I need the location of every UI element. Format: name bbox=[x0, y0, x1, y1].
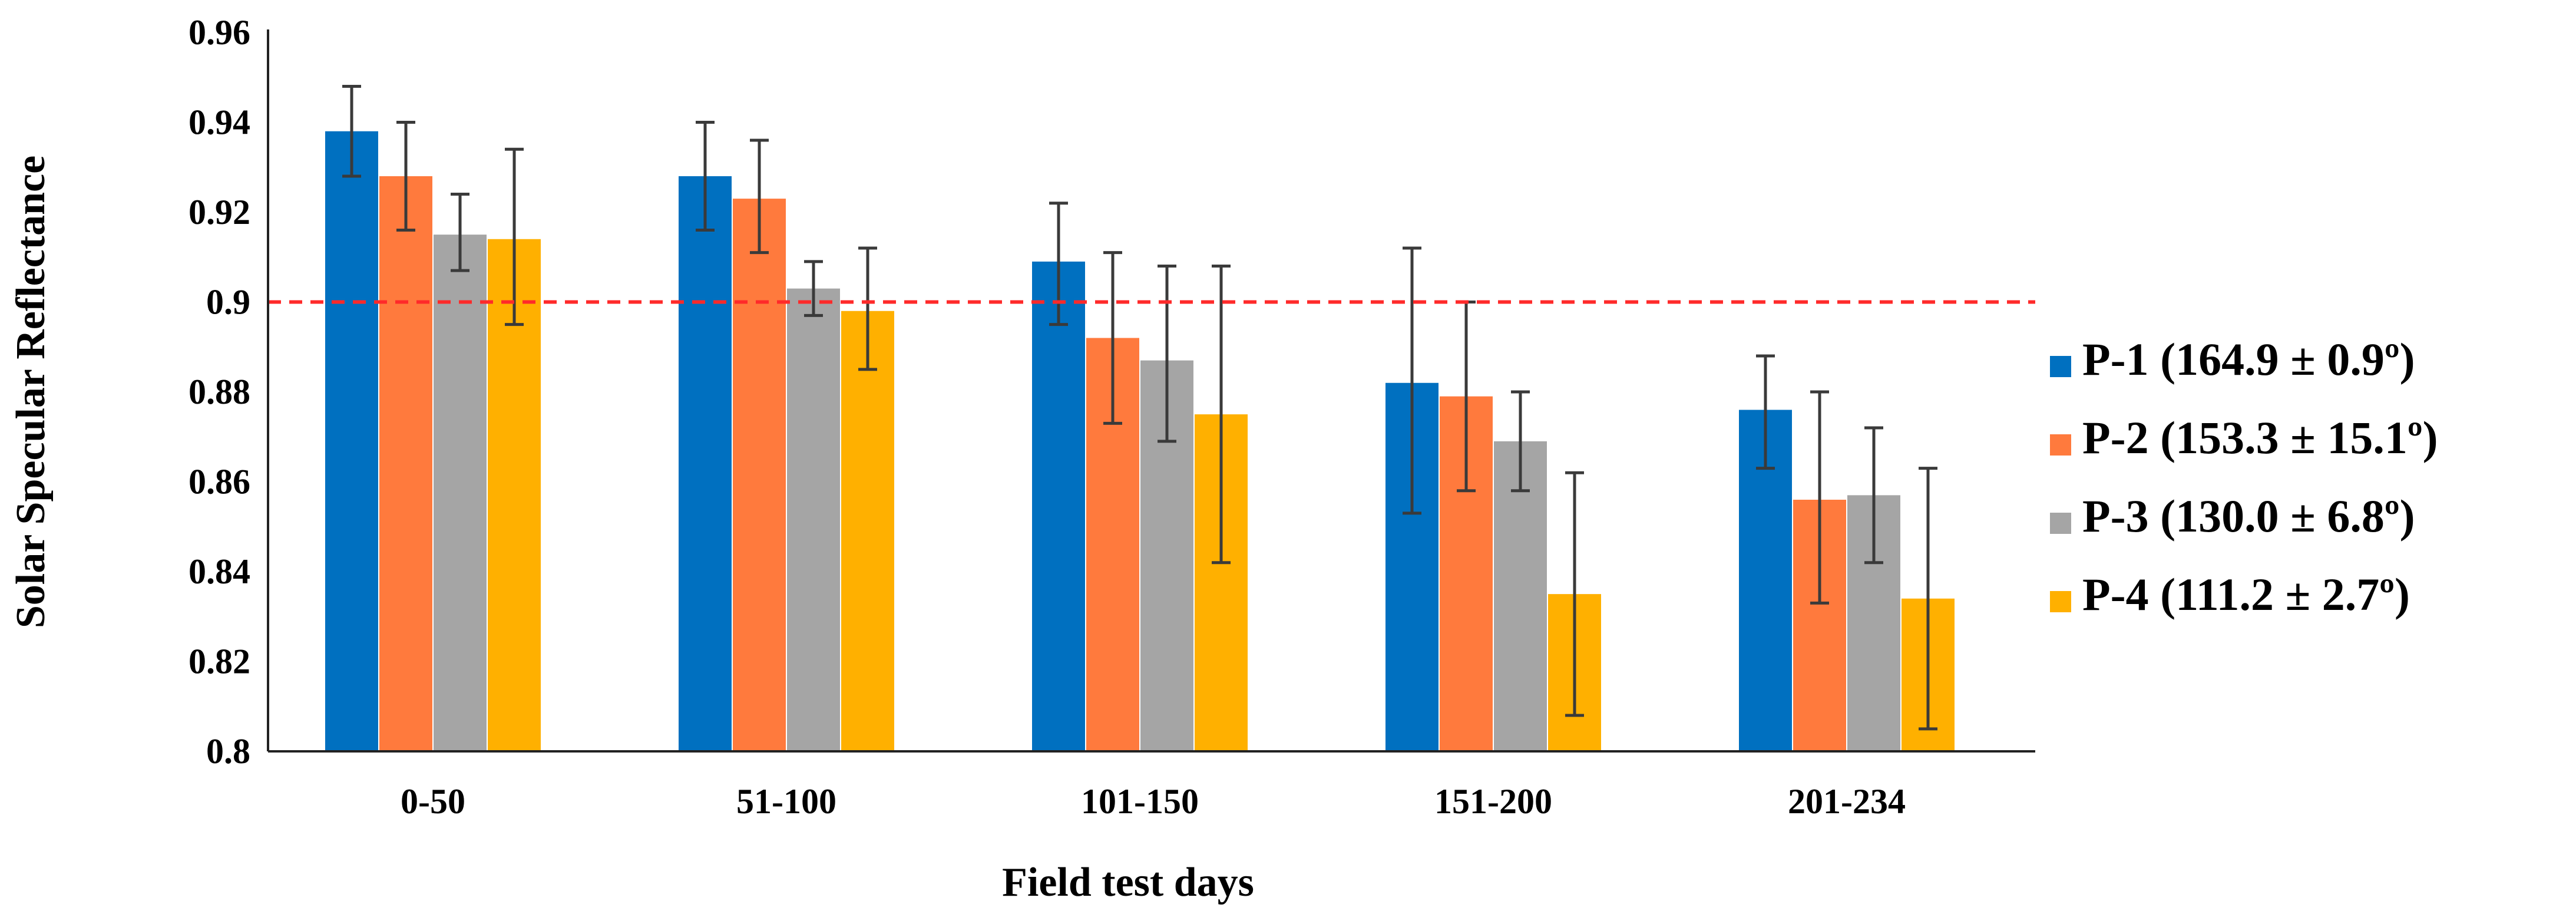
y-tick-label: 0.86 bbox=[189, 463, 250, 501]
error-bar bbox=[696, 121, 715, 232]
error-bar bbox=[1511, 390, 1530, 493]
x-tick-label: 51-100 bbox=[736, 782, 836, 821]
error-bar bbox=[451, 193, 469, 272]
x-tick-labels: 0-50 51-100 101-150 151-200 201-234 bbox=[401, 782, 1906, 821]
error-bar bbox=[1158, 265, 1176, 443]
y-tick-label: 0.92 bbox=[189, 193, 250, 232]
error-bar bbox=[1756, 354, 1775, 470]
axes bbox=[267, 29, 2035, 753]
bars bbox=[325, 131, 1955, 751]
bar-3-151-200 bbox=[1494, 441, 1547, 751]
legend-item: P-1 (164.9 ± 0.9º) bbox=[2050, 334, 2415, 385]
x-tick-label: 0-50 bbox=[401, 782, 465, 821]
error-bar bbox=[1403, 246, 1421, 515]
x-tick-label: 151-200 bbox=[1434, 782, 1552, 821]
bar-2-51-100 bbox=[733, 199, 786, 751]
legend-item: P-3 (130.0 ± 6.8º) bbox=[2050, 490, 2415, 542]
error-bar bbox=[1212, 265, 1231, 565]
error-bar bbox=[1919, 467, 1937, 731]
error-bar bbox=[1049, 202, 1068, 326]
legend: P-1 (164.9 ± 0.9º) P-2 (153.3 ± 15.1º) P-3… bbox=[2050, 334, 2438, 620]
x-tick-label: 201-234 bbox=[1788, 782, 1906, 821]
error-bar bbox=[342, 85, 361, 178]
legend-label: P-4 (111.2 ± 2.7º) bbox=[2082, 569, 2410, 620]
bar-1-0-50 bbox=[325, 131, 378, 751]
y-tick-label: 0.96 bbox=[189, 13, 250, 52]
error-bar bbox=[505, 147, 524, 326]
legend-label: P-1 (164.9 ± 0.9º) bbox=[2082, 334, 2415, 385]
error-bar bbox=[1103, 251, 1122, 425]
x-axis-title: Field test days bbox=[1002, 860, 1254, 905]
y-axis-title: Solar Specular Reflectance bbox=[8, 156, 54, 628]
error-bar bbox=[858, 246, 877, 371]
error-bar bbox=[804, 260, 823, 317]
legend-swatch bbox=[2050, 591, 2071, 612]
y-tick-label: 0.84 bbox=[189, 552, 250, 591]
y-tick-labels: 0.8 0.82 0.84 0.86 0.88 0.9 0.92 0.94 0.96 bbox=[189, 13, 250, 771]
y-tick-label: 0.94 bbox=[189, 103, 250, 142]
x-tick-label: 101-150 bbox=[1081, 782, 1199, 821]
error-bar bbox=[396, 121, 415, 232]
legend-swatch bbox=[2050, 356, 2071, 377]
y-tick-label: 0.82 bbox=[189, 642, 250, 681]
legend-label: P-2 (153.3 ± 15.1º) bbox=[2082, 412, 2438, 463]
legend-label: P-3 (130.0 ± 6.8º) bbox=[2082, 490, 2415, 542]
error-bar bbox=[750, 138, 769, 255]
y-tick-label: 0.8 bbox=[206, 732, 250, 771]
legend-swatch bbox=[2050, 434, 2071, 456]
legend-item: P-4 (111.2 ± 2.7º) bbox=[2050, 569, 2410, 620]
error-bar bbox=[1565, 471, 1584, 717]
bar-3-51-100 bbox=[787, 288, 840, 751]
legend-swatch bbox=[2050, 513, 2071, 534]
bar-2-0-50 bbox=[379, 176, 432, 751]
y-tick-label: 0.9 bbox=[206, 283, 250, 322]
bar-1-51-100 bbox=[679, 176, 732, 751]
error-bar bbox=[1864, 426, 1883, 565]
bar-3-0-50 bbox=[434, 235, 487, 751]
error-bar bbox=[1810, 390, 1829, 605]
legend-item: P-2 (153.3 ± 15.1º) bbox=[2050, 412, 2438, 463]
error-bars bbox=[342, 85, 1937, 731]
bar-1-101-150 bbox=[1032, 261, 1085, 751]
bar-4-51-100 bbox=[841, 311, 894, 751]
y-tick-label: 0.88 bbox=[189, 372, 250, 411]
